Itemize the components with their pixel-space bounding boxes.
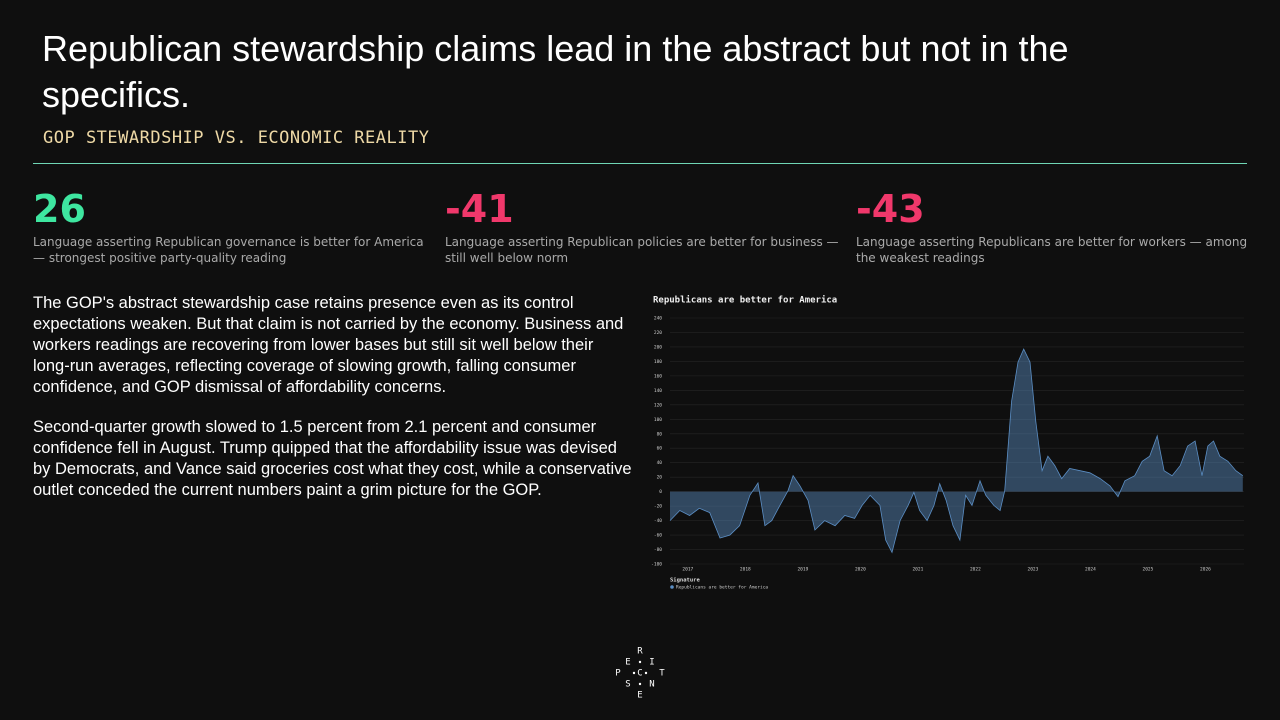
stat-value: 26	[33, 187, 86, 231]
y-tick-label: 140	[654, 388, 662, 394]
x-tick-label: 2023	[1027, 567, 1038, 573]
legend-title: Signature	[670, 578, 700, 584]
logo-letter: E	[625, 658, 630, 668]
subtitle: GOP STEWARDSHIP VS. ECONOMIC REALITY	[43, 128, 430, 148]
y-tick-label: 120	[654, 402, 662, 408]
logo-dot	[638, 660, 642, 664]
logo-dot	[644, 671, 648, 675]
stat: 26 Language asserting Republican governa…	[33, 186, 428, 266]
paragraph: The GOP's abstract stewardship case reta…	[33, 294, 624, 396]
y-tick-label: -80	[654, 547, 662, 553]
y-tick-label: 60	[657, 446, 663, 452]
logo-letter: T	[659, 669, 665, 679]
y-tick-label: 160	[654, 373, 662, 379]
x-tick-label: 2025	[1143, 567, 1154, 573]
logo-letter: N	[649, 680, 654, 690]
y-tick-label: 20	[657, 475, 663, 481]
x-tick-label: 2026	[1200, 567, 1211, 573]
chart: Republicans are better for America Signa…	[651, 295, 1244, 591]
y-tick-label: 180	[654, 359, 662, 365]
logo-letter: R	[637, 647, 643, 657]
stat: -43 Language asserting Republicans are b…	[856, 186, 1251, 266]
x-tick-label: 2022	[970, 567, 981, 573]
stat-value: -43	[856, 187, 925, 231]
y-tick-label: 200	[654, 344, 662, 350]
x-tick-label: 2017	[682, 567, 693, 573]
x-tick-label: 2020	[855, 567, 866, 573]
y-tick-label: 40	[657, 460, 663, 466]
x-tick-label: 2018	[740, 567, 751, 573]
y-tick-label: -20	[654, 504, 662, 510]
stat: -41 Language asserting Republican polici…	[445, 186, 840, 266]
logo-letter: P	[615, 669, 621, 679]
divider	[33, 163, 1247, 164]
logo-letter: S	[625, 680, 630, 690]
title: Republican stewardship claims lead in th…	[42, 28, 1069, 115]
x-tick-label: 2021	[912, 567, 923, 573]
chart-title: Republicans are better for America	[653, 295, 837, 306]
logo-letter: C	[637, 669, 642, 679]
logo-letter: E	[637, 691, 642, 701]
paragraph: Second-quarter growth slowed to 1.5 perc…	[33, 418, 632, 499]
y-tick-label: 240	[654, 316, 662, 322]
stat-caption: Language asserting Republican governance…	[33, 235, 424, 265]
logo: RE IP C TS NE	[615, 647, 665, 701]
legend-label: Republicans are better for America	[676, 585, 768, 591]
x-tick-label: 2019	[797, 567, 808, 573]
logo-dot	[638, 682, 642, 686]
x-tick-label: 2024	[1085, 567, 1096, 573]
y-tick-label: 220	[654, 330, 662, 336]
stat-value: -41	[445, 187, 514, 231]
y-tick-label: -60	[654, 533, 662, 539]
y-tick-label: 80	[657, 431, 663, 437]
y-tick-label: -100	[651, 562, 662, 568]
area	[670, 349, 1243, 553]
line	[669, 348, 1244, 554]
logo-letter: I	[649, 658, 654, 668]
y-tick-label: 0	[659, 489, 662, 495]
stat-caption: Language asserting Republicans are bette…	[856, 235, 1248, 265]
logo-dot	[632, 671, 636, 675]
stat-caption: Language asserting Republican policies a…	[445, 235, 839, 265]
y-tick-label: 100	[654, 417, 662, 423]
y-tick-label: -40	[654, 518, 662, 524]
legend-marker	[670, 585, 674, 589]
